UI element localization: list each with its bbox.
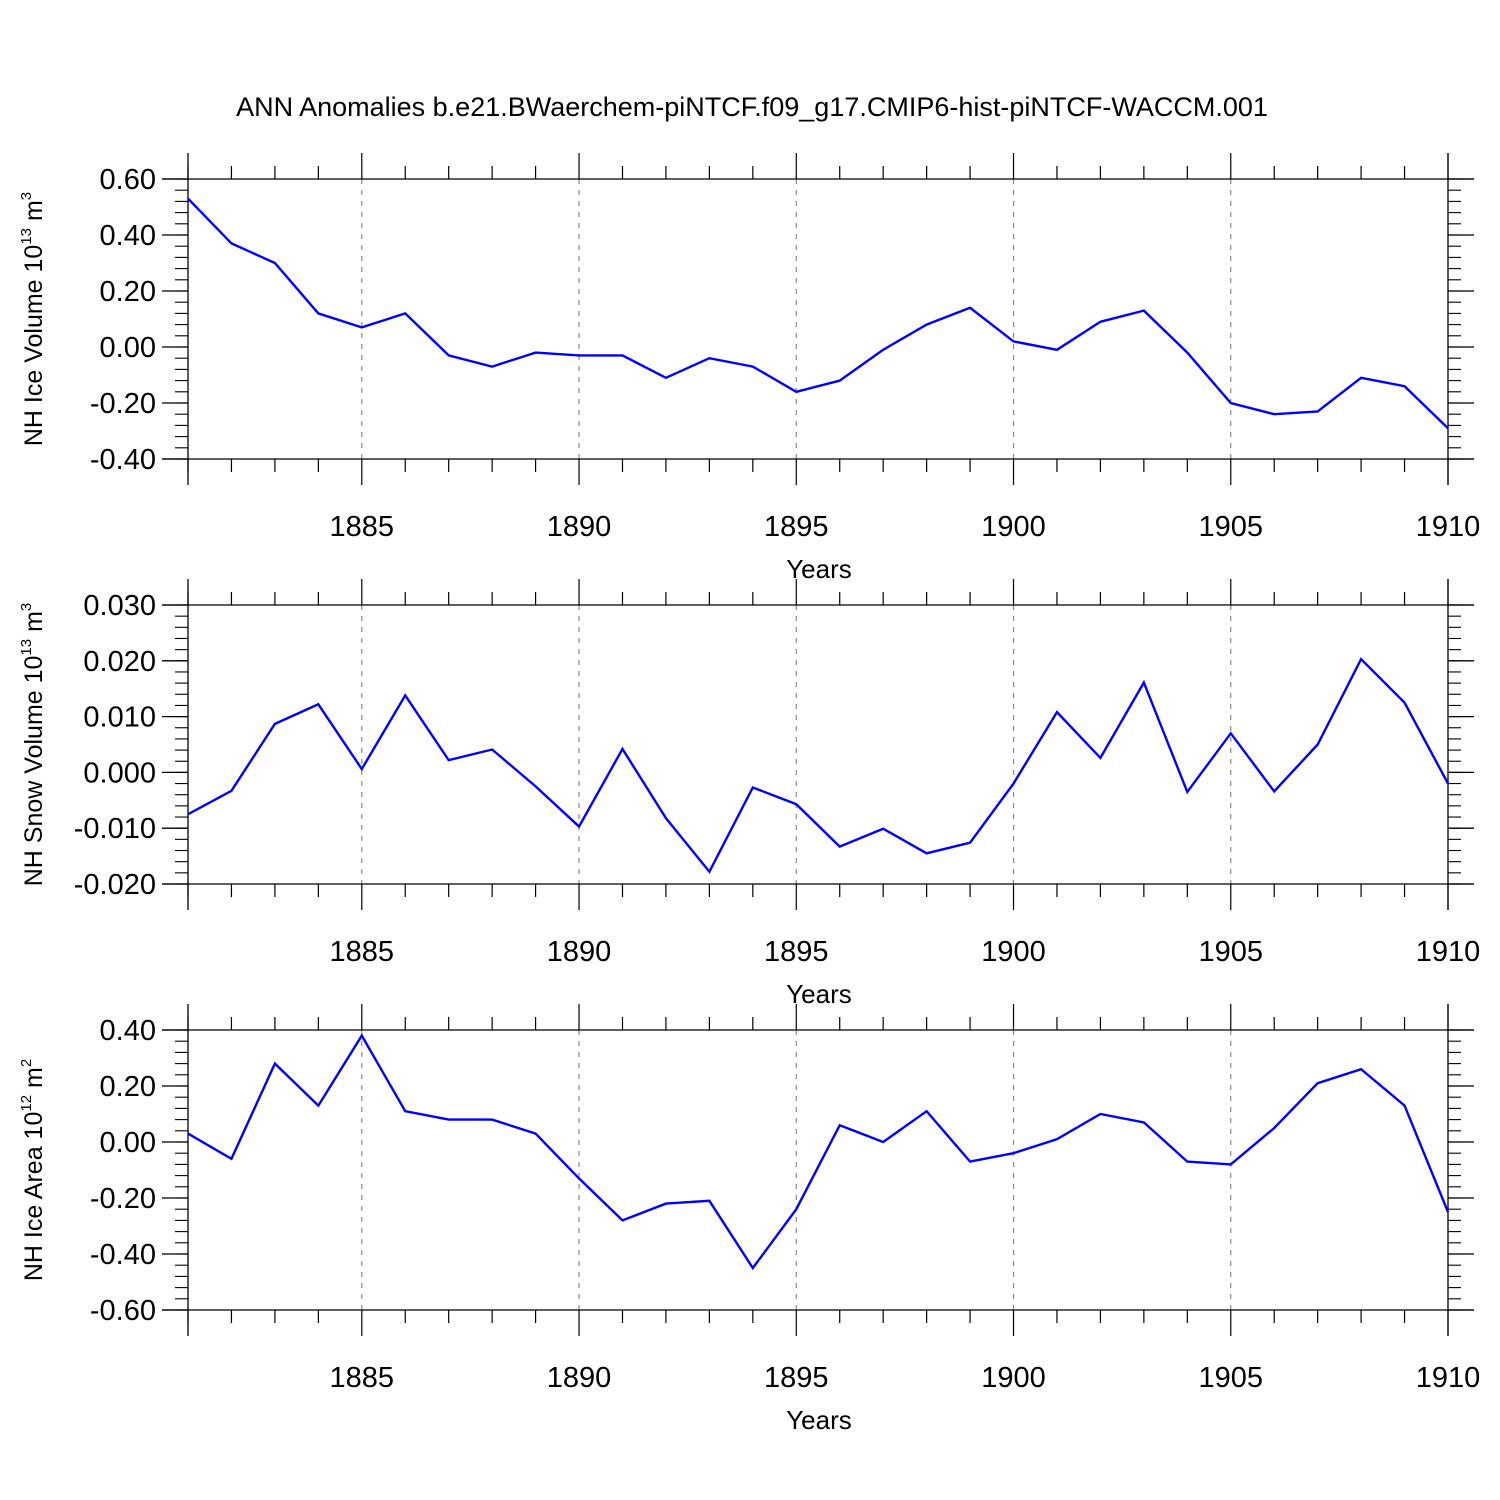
x-tick-label: 1895 bbox=[764, 1362, 829, 1394]
y-axis-label-unit: m bbox=[20, 1067, 48, 1095]
y-axis-label-unit: m bbox=[20, 611, 48, 639]
y-tick-label: 0.020 bbox=[83, 646, 156, 678]
x-tick-label: 1890 bbox=[547, 1362, 612, 1394]
y-tick-label: 0.60 bbox=[100, 164, 156, 196]
x-tick-label: 1910 bbox=[1416, 511, 1481, 543]
x-tick-label: 1905 bbox=[1199, 936, 1264, 968]
y-tick-label: 0.20 bbox=[100, 1071, 156, 1103]
y-tick-label: -0.020 bbox=[74, 869, 156, 901]
y-tick-label: -0.010 bbox=[74, 813, 156, 845]
y-tick-label: 0.000 bbox=[83, 757, 156, 789]
x-tick-label: 1905 bbox=[1199, 511, 1264, 543]
y-axis-label: NH Snow Volume 1013 m3 bbox=[18, 603, 48, 887]
x-tick-label: 1895 bbox=[764, 936, 829, 968]
y-tick-label: 0.00 bbox=[100, 332, 156, 364]
figure-title: ANN Anomalies b.e21.BWaerchem-piNTCF.f09… bbox=[236, 92, 1268, 122]
y-tick-label: -0.20 bbox=[90, 1183, 156, 1215]
y-tick-label: 0.40 bbox=[100, 1015, 156, 1047]
y-tick-label: 0.030 bbox=[83, 590, 156, 622]
chart-panel-3: -0.60 -0.40 -0.20 0.00 0.20 0.40 1885 1890 1895 1… bbox=[18, 1004, 1480, 1435]
x-axis-label: Years bbox=[786, 979, 852, 1009]
series-line bbox=[187, 657, 1450, 874]
y-tick-label: -0.20 bbox=[90, 388, 156, 420]
y-tick-label: 0.00 bbox=[100, 1127, 156, 1159]
y-tick-label: 0.40 bbox=[100, 220, 156, 252]
x-tick-label: 1895 bbox=[764, 511, 829, 543]
x-tick-label: 1885 bbox=[330, 1362, 395, 1394]
y-axis-label-base: NH Ice Volume 10 bbox=[20, 245, 48, 447]
chart-panel-1: -0.40 -0.20 0.00 0.20 0.40 0.60 1885 1890 1895 19… bbox=[18, 153, 1480, 584]
chart-panel-2: -0.020 -0.010 0.000 0.010 0.020 0.030 1885 1890… bbox=[18, 579, 1480, 1009]
y-axis-label-unit: m bbox=[20, 200, 48, 228]
y-axis-label: NH Ice Volume 1013 m3 bbox=[18, 192, 48, 446]
y-tick-label: 0.20 bbox=[100, 276, 156, 308]
x-axis-label: Years bbox=[786, 554, 852, 584]
y-axis-label-base: NH Ice Area 10 bbox=[20, 1112, 48, 1282]
x-tick-label: 1910 bbox=[1416, 936, 1481, 968]
x-tick-label: 1890 bbox=[547, 936, 612, 968]
y-axis-label-exponent: 13 bbox=[18, 228, 35, 245]
x-axis-label: Years bbox=[786, 1405, 852, 1435]
x-tick-label: 1885 bbox=[330, 511, 395, 543]
y-tick-label: -0.60 bbox=[90, 1295, 156, 1327]
y-axis-label: NH Ice Area 1012 m2 bbox=[18, 1059, 48, 1281]
x-tick-label: 1905 bbox=[1199, 1362, 1264, 1394]
y-axis-label-unit-exponent: 2 bbox=[18, 1059, 35, 1067]
x-tick-label: 1910 bbox=[1416, 1362, 1481, 1394]
y-tick-label: -0.40 bbox=[90, 444, 156, 476]
series-line bbox=[187, 1033, 1450, 1271]
y-axis-label-unit-exponent: 3 bbox=[18, 192, 35, 200]
x-tick-label: 1885 bbox=[330, 936, 395, 968]
y-axis-label-unit-exponent: 3 bbox=[18, 603, 35, 611]
x-tick-label: 1900 bbox=[981, 511, 1046, 543]
x-tick-label: 1900 bbox=[981, 1362, 1046, 1394]
series-line bbox=[187, 197, 1449, 430]
y-axis-label-base: NH Snow Volume 10 bbox=[20, 656, 48, 887]
x-tick-label: 1890 bbox=[547, 511, 612, 543]
y-tick-label: 0.010 bbox=[83, 702, 156, 734]
y-axis-label-exponent: 13 bbox=[18, 639, 35, 656]
y-tick-label: -0.40 bbox=[90, 1239, 156, 1271]
y-axis-label-exponent: 12 bbox=[18, 1095, 35, 1112]
x-tick-label: 1900 bbox=[981, 936, 1046, 968]
